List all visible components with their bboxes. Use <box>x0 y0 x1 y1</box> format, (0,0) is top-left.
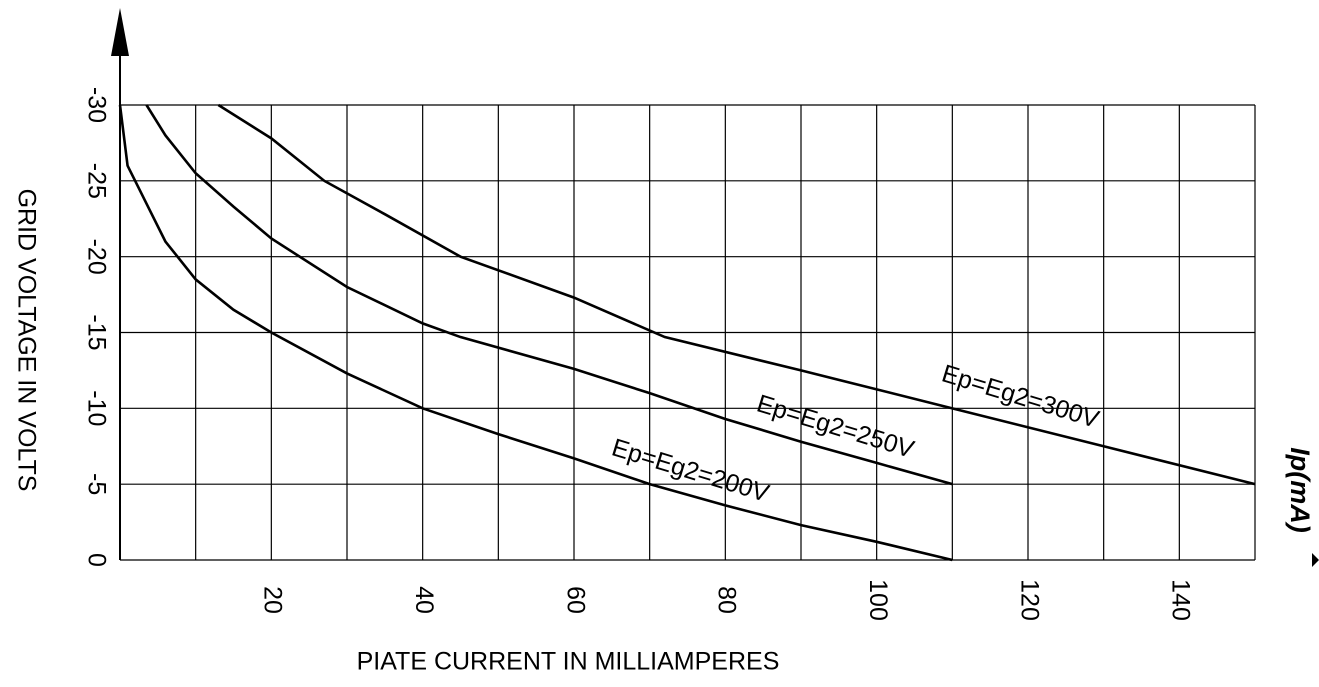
x-tick-label: 40 <box>410 586 438 614</box>
y-axis-title: GRID VOLTAGE IN VOLTS <box>12 189 40 492</box>
x-tick-label: 60 <box>561 586 589 614</box>
x-unit: Ip(mA) <box>1285 447 1315 532</box>
y-tick-label: -20 <box>82 239 110 275</box>
x-tick-label: 120 <box>1015 579 1043 621</box>
y-arrow <box>111 8 129 56</box>
y-tick-label: 0 <box>82 553 110 567</box>
y-tick-label: -5 <box>82 473 110 495</box>
curve <box>217 103 1256 486</box>
x-tick-label: 80 <box>713 586 741 614</box>
x-arrow <box>1312 553 1319 567</box>
curve <box>145 104 953 486</box>
y-tick-label: -10 <box>82 390 110 426</box>
curve <box>118 104 953 562</box>
x-tick-label: 140 <box>1167 579 1195 621</box>
x-tick-label: 20 <box>259 586 287 614</box>
y-tick-label: -30 <box>82 87 110 123</box>
series-label: Ep=Eg2=250V <box>754 390 918 464</box>
y-tick-label: -25 <box>82 163 110 199</box>
y-tick-label: -15 <box>82 314 110 350</box>
x-axis-title: PIATE CURRENT IN MILLIAMPERES <box>357 648 780 676</box>
x-tick-label: 100 <box>864 579 892 621</box>
series-label: Ep=Eg2=300V <box>939 360 1103 434</box>
